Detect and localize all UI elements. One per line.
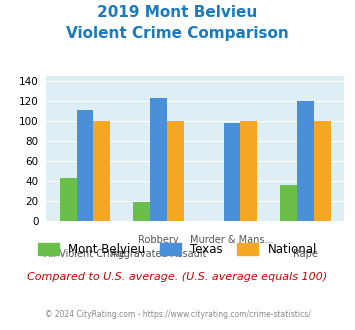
Text: Violent Crime Comparison: Violent Crime Comparison (66, 26, 289, 41)
Text: Compared to U.S. average. (U.S. average equals 100): Compared to U.S. average. (U.S. average … (27, 272, 328, 282)
Text: Robbery: Robbery (138, 235, 179, 245)
Bar (314, 121, 331, 221)
Text: Rape: Rape (293, 249, 318, 259)
Text: Murder & Mans...: Murder & Mans... (190, 235, 274, 245)
Bar (77, 110, 93, 221)
Bar (60, 178, 77, 221)
Bar (280, 185, 297, 221)
Text: All Violent Crime: All Violent Crime (44, 249, 126, 259)
Bar (297, 101, 314, 221)
Bar (93, 121, 110, 221)
Bar (224, 123, 240, 221)
Bar (150, 98, 167, 221)
Text: © 2024 CityRating.com - https://www.cityrating.com/crime-statistics/: © 2024 CityRating.com - https://www.city… (45, 310, 310, 319)
Text: 2019 Mont Belvieu: 2019 Mont Belvieu (97, 5, 258, 20)
Bar (240, 121, 257, 221)
Text: Aggravated Assault: Aggravated Assault (111, 249, 206, 259)
Legend: Mont Belvieu, Texas, National: Mont Belvieu, Texas, National (33, 239, 322, 261)
Bar (167, 121, 184, 221)
Bar (133, 202, 150, 221)
